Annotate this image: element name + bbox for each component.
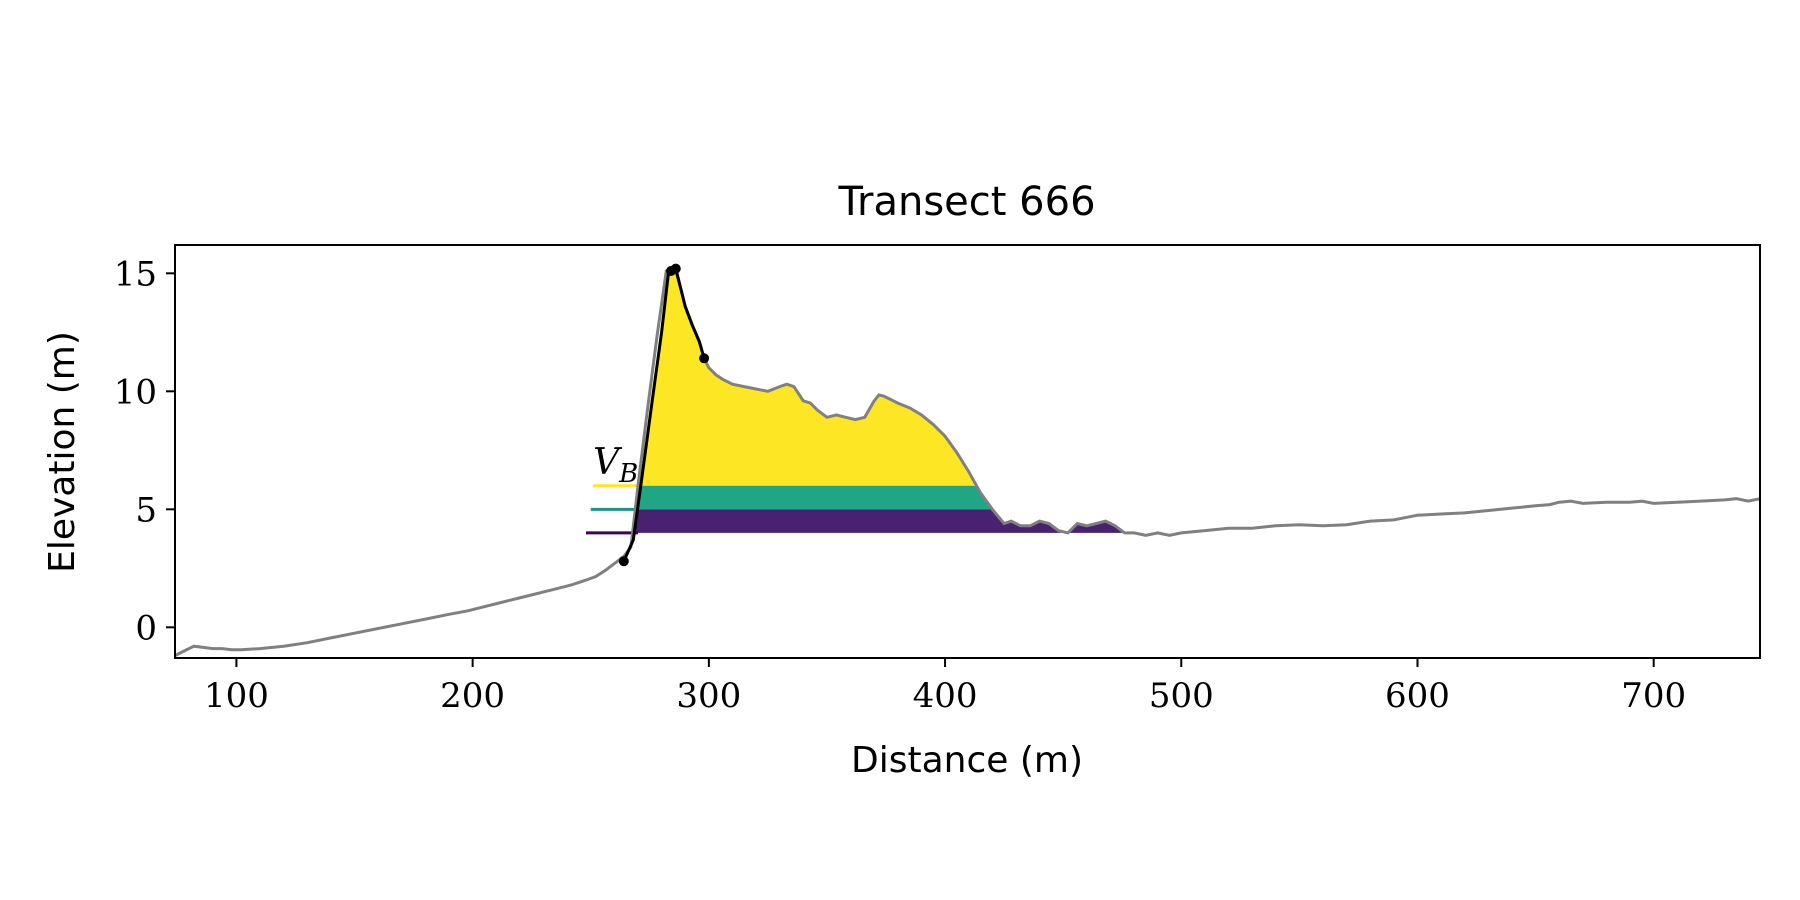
y-tick-label: 10	[114, 372, 157, 412]
x-axis: 100 200 300 400 500 600 700	[204, 658, 1686, 716]
y-axis-label: Elevation (m)	[42, 331, 83, 573]
band-lower	[634, 509, 1124, 533]
chart-title: Transect 666	[837, 179, 1095, 225]
dune-markers	[618, 263, 710, 567]
x-tick-label: 700	[1621, 676, 1686, 716]
vb-annotation-letter: V	[593, 442, 623, 483]
y-tick-label: 15	[114, 254, 157, 294]
vb-annotation-subscript: B	[618, 459, 638, 489]
plot-area	[175, 263, 1760, 657]
y-tick-label: 5	[135, 490, 157, 530]
band-upper	[641, 268, 976, 486]
x-tick-label: 200	[440, 676, 505, 716]
x-tick-label: 500	[1149, 676, 1214, 716]
plot-frame	[174, 244, 1761, 659]
band-middle	[638, 485, 992, 510]
dune-marker	[699, 353, 710, 364]
profile-line	[175, 266, 1760, 657]
x-tick-label: 300	[676, 676, 741, 716]
y-axis: 0 5 10 15	[114, 254, 175, 648]
x-tick-label: 400	[913, 676, 978, 716]
y-tick-label: 0	[135, 608, 157, 648]
level-lines	[586, 484, 638, 535]
x-tick-label: 100	[204, 676, 269, 716]
vb-annotation: VB	[593, 442, 638, 489]
x-axis-label: Distance (m)	[851, 740, 1083, 781]
x-tick-label: 600	[1385, 676, 1450, 716]
fill-bands	[634, 268, 1124, 533]
dune-marker	[618, 556, 629, 567]
dune-marker	[670, 263, 681, 274]
